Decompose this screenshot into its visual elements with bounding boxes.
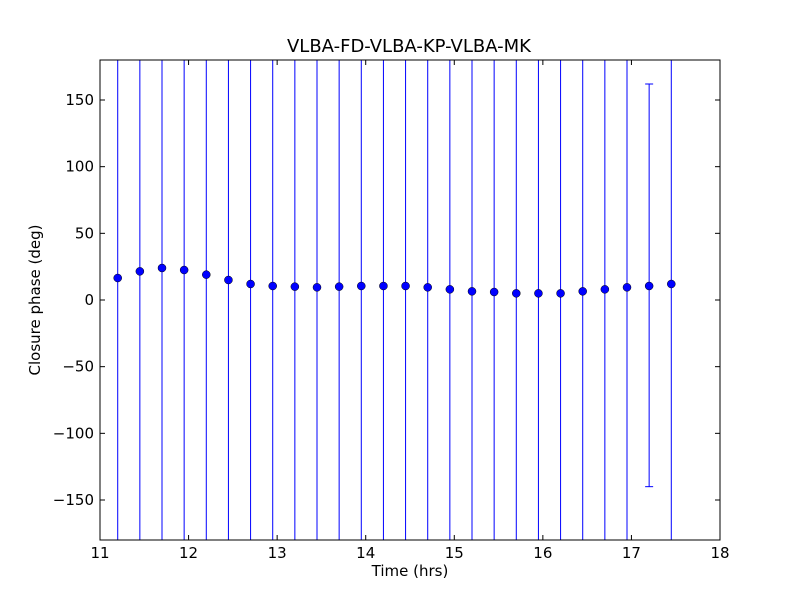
data-point-17 — [489, 287, 499, 297]
data-point-22 — [600, 285, 610, 294]
data-point-11 — [357, 281, 366, 291]
plot-background — [100, 60, 720, 540]
x-tick-label: 17 — [622, 544, 641, 562]
data-point-series — [113, 263, 676, 298]
x-tick-label: 14 — [356, 544, 375, 562]
data-point-24 — [644, 281, 654, 291]
data-point-19 — [534, 289, 543, 298]
x-tick-label: 16 — [533, 544, 552, 562]
y-tick-label: 150 — [65, 91, 94, 109]
data-point-3 — [179, 265, 189, 275]
data-point-9 — [312, 283, 322, 292]
data-point-0 — [113, 273, 122, 283]
y-tick-label: −100 — [53, 424, 94, 442]
data-point-14 — [423, 283, 432, 292]
x-tick-label: 15 — [445, 544, 464, 562]
plot-area — [100, 60, 720, 540]
data-point-10 — [334, 282, 344, 291]
x-tick-label: 11 — [90, 544, 109, 562]
y-axis: 150 100 50 0 −50 −100 −150 — [53, 91, 720, 509]
x-axis: 11 12 13 14 15 16 17 18 — [90, 60, 730, 562]
y-axis-label: Closure phase (deg) — [26, 225, 44, 376]
data-point-4 — [202, 270, 211, 279]
data-point-23 — [622, 283, 632, 292]
data-point-20 — [556, 289, 565, 298]
y-tick-label: 100 — [65, 158, 94, 176]
data-point-16 — [467, 287, 477, 296]
data-point-13 — [401, 281, 410, 291]
data-point-21 — [578, 287, 587, 296]
data-point-25 — [667, 279, 676, 289]
data-point-6 — [246, 279, 255, 289]
x-tick-label: 18 — [710, 544, 729, 562]
x-tick-label: 13 — [268, 544, 287, 562]
y-tick-label: 50 — [75, 224, 94, 242]
chart-title: VLBA-FD-VLBA-KP-VLBA-MK — [287, 36, 532, 57]
data-point-7 — [268, 281, 277, 291]
data-point-2 — [157, 263, 167, 273]
data-point-5 — [224, 275, 233, 285]
data-point-15 — [445, 285, 455, 294]
errorbar-series — [117, 60, 672, 540]
x-axis-label: Time (hrs) — [371, 562, 449, 580]
data-point-18 — [512, 289, 521, 298]
data-point-8 — [290, 282, 300, 291]
x-tick-label: 12 — [179, 544, 198, 562]
y-tick-label: −150 — [53, 491, 94, 509]
data-point-1 — [135, 267, 145, 276]
y-tick-label: 0 — [84, 291, 94, 309]
data-point-12 — [379, 281, 388, 291]
y-tick-label: −50 — [62, 358, 94, 376]
